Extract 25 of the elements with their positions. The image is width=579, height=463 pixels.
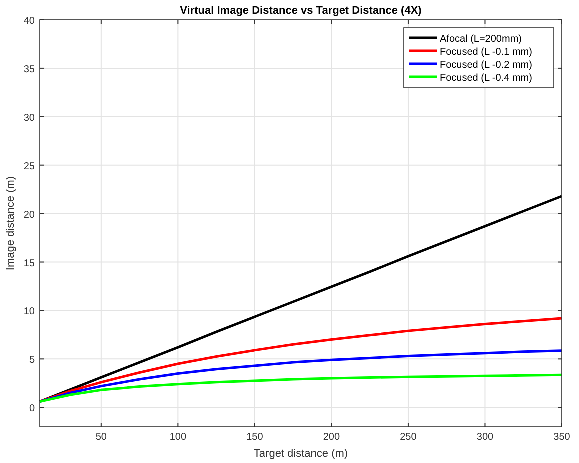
x-tick-label: 250 <box>400 432 418 443</box>
y-tick-label: 5 <box>29 355 36 366</box>
line-series <box>38 374 564 404</box>
x-tick-label: 350 <box>554 432 571 443</box>
y-tick-label: 15 <box>24 258 36 270</box>
legend-label: Focused (L -0.2 mm) <box>440 60 532 71</box>
chart-title: Virtual Image Distance vs Target Distance (4X) <box>180 5 422 17</box>
y-tick-label: 10 <box>24 306 36 318</box>
y-tick-label: 0 <box>29 404 36 415</box>
y-tick-label: 35 <box>24 64 36 76</box>
legend-label: Afocal (L=200mm) <box>440 34 522 45</box>
line-series <box>38 317 564 404</box>
x-axis-title: Target distance (m) <box>254 448 348 460</box>
x-tick-label: 200 <box>323 432 340 443</box>
y-tick-label: 20 <box>24 210 36 221</box>
legend-label: Focused (L -0.1 mm) <box>440 47 532 58</box>
x-tick-label: 50 <box>96 432 108 443</box>
legend-label: Focused (L -0.4 mm) <box>440 73 532 84</box>
x-tick-label: 100 <box>170 432 187 443</box>
y-tick-label: 30 <box>24 112 36 124</box>
y-tick-label: 25 <box>24 161 36 172</box>
y-tick-label: 40 <box>24 16 36 27</box>
x-tick-label: 300 <box>476 432 494 443</box>
y-axis-title: Image distance (m) <box>5 176 17 271</box>
x-tick-label: 150 <box>246 432 264 443</box>
